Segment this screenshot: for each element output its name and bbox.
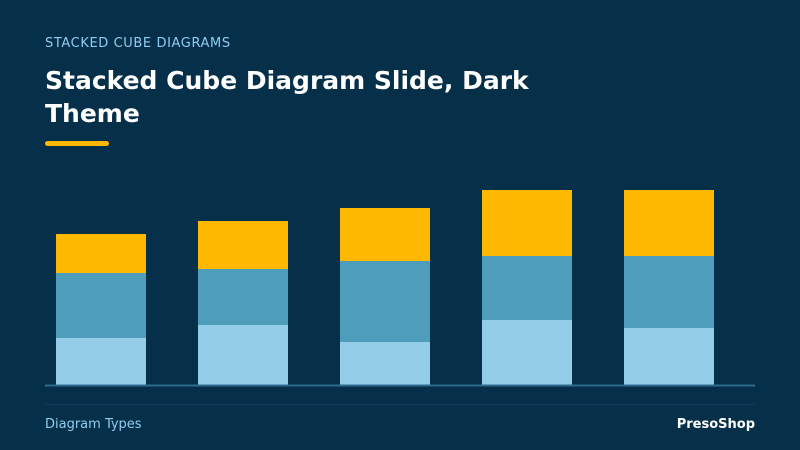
bar-2-bottom-segment (198, 325, 288, 385)
bar-1-top-segment (56, 234, 146, 273)
bar-5-top-segment (624, 190, 714, 256)
footer-divider (45, 404, 755, 405)
slide-title: Stacked Cube Diagram Slide, Dark Theme (45, 66, 529, 128)
bar-3-top-segment (340, 208, 430, 261)
bar-2-top-segment (198, 221, 288, 269)
bar-2-middle-segment (198, 269, 288, 325)
slide-eyebrow: STACKED CUBE DIAGRAMS (45, 36, 231, 51)
bar-5-middle-segment (624, 256, 714, 328)
bar-4-top-segment (482, 190, 572, 256)
bar-3-middle-segment (340, 261, 430, 342)
footer-brand: PresoShop (676, 417, 755, 432)
bar-3-bottom-segment (340, 342, 430, 385)
title-accent-bar (45, 141, 109, 146)
chart-bars (56, 190, 714, 385)
bar-4-middle-segment (482, 256, 572, 320)
bar-4-bottom-segment (482, 320, 572, 385)
footer-label: Diagram Types (45, 417, 142, 432)
bar-5-bottom-segment (624, 328, 714, 385)
bar-1-middle-segment (56, 273, 146, 338)
bar-1-bottom-segment (56, 338, 146, 385)
